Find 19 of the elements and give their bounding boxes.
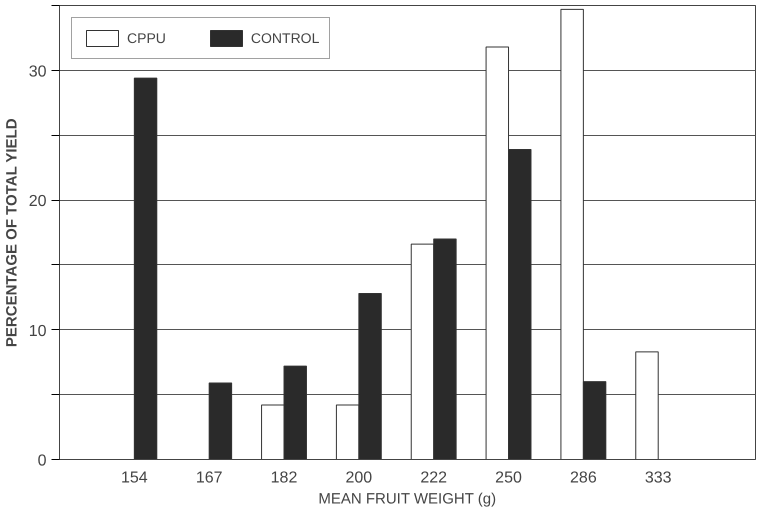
x-tick-label: 167: [196, 470, 223, 486]
x-axis-title: MEAN FRUIT WEIGHT (g): [318, 490, 496, 508]
bar: [635, 351, 659, 460]
bar: [208, 382, 232, 460]
y-tick-label: 0: [38, 452, 47, 470]
x-tick-label: 333: [644, 470, 672, 486]
y-tick-label: 30: [28, 63, 47, 80]
y-tick-label: 10: [28, 322, 47, 340]
y-tick-label: 20: [28, 193, 47, 210]
y-axis-title: PERCENTAGE OF TOTAL YIELD: [4, 118, 21, 348]
x-tick-label: 182: [270, 470, 298, 486]
bar: [134, 78, 158, 460]
x-tick-label: 200: [346, 470, 372, 486]
x-tick-label: 222: [420, 470, 448, 486]
legend-label: CONTROL: [250, 30, 320, 46]
x-tick-label: 154: [120, 470, 148, 486]
legend-label: CPPU: [127, 30, 166, 46]
x-tick-label: 250: [495, 470, 522, 486]
x-tick-label: 286: [570, 470, 597, 486]
